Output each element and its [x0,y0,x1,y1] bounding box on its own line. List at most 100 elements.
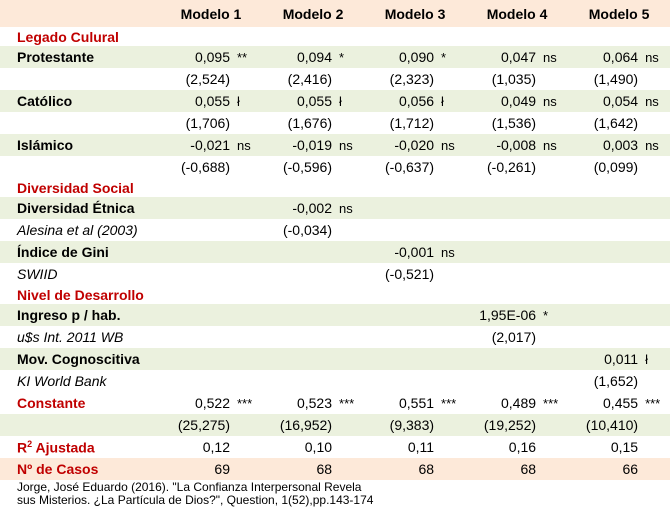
t-statistic: (-0,637) [385,159,435,175]
row-label [0,156,160,178]
t-statistic: (1,490) [593,71,639,87]
significance-marker [332,156,364,178]
coefficient [262,304,333,326]
coefficient: 0,049 [466,90,537,112]
coefficient [568,304,639,326]
row-label [0,68,160,90]
t-statistic: (1,652) [593,373,639,389]
table-row: Diversidad Social [0,178,670,197]
coefficient [160,304,230,326]
t-statistic [160,263,230,285]
significance-marker: * [434,46,467,68]
coefficient [364,304,435,326]
coefficient: 0,003 [568,134,639,156]
header-modelo-1: Modelo 1 [160,0,263,27]
row-label: Alesina et al (2003) [17,222,138,238]
significance-marker: ł [638,348,671,370]
coefficient: -0,021 [160,134,230,156]
significance-marker: ns [434,134,467,156]
significance-marker [536,112,568,134]
table-row: KI World Bank (1,652) [0,370,670,392]
row-label [0,112,160,134]
coefficient: 0,054 [568,90,639,112]
coefficient: 0,064 [568,46,639,68]
significance-marker [434,458,467,480]
significance-marker: ns [638,90,671,112]
coefficient: 68 [466,458,537,480]
significance-marker [332,304,365,326]
significance-marker [332,348,365,370]
significance-marker: *** [645,395,661,411]
table-row: Alesina et al (2003) (-0,034) [0,219,670,241]
row-label: Católico [0,90,160,112]
citation: Jorge, José Eduardo (2016). "La Confianz… [17,481,373,507]
coefficient: -0,020 [364,134,435,156]
coefficient [262,241,333,263]
significance-marker: ns [638,46,671,68]
significance-marker [434,156,466,178]
significance-marker [434,197,467,219]
coefficient: 0,551 [398,395,435,411]
coefficient: 0,523 [296,395,333,411]
t-statistic: (2,017) [491,329,537,345]
significance-marker [536,348,569,370]
significance-marker [230,414,263,436]
t-statistic [568,219,638,241]
significance-marker [638,436,670,458]
significance-marker [230,326,262,348]
t-statistic: (2,524) [185,71,230,87]
significance-marker [536,241,569,263]
t-statistic: (1,642) [593,115,639,131]
coefficient: 0,522 [194,395,230,411]
significance-marker [536,156,568,178]
significance-marker: ns [434,241,467,263]
significance-marker: ns [230,134,263,156]
t-statistic: (-0,261) [487,159,537,175]
significance-marker: ns [536,46,569,68]
significance-marker: ** [230,46,263,68]
coefficient: 0,090 [364,46,435,68]
row-label: u$s Int. 2011 WB [17,329,124,345]
row-label: Protestante [0,46,160,68]
significance-marker [230,156,262,178]
coefficient: 0,489 [501,395,537,411]
significance-marker [536,414,569,436]
significance-marker: ł [230,90,263,112]
coefficient: 0,047 [466,46,537,68]
significance-marker [434,436,466,458]
significance-marker: ns [332,197,365,219]
coefficient: -0,002 [262,197,333,219]
coefficient: 0,16 [508,439,537,455]
significance-marker [536,326,568,348]
coefficient [568,197,639,219]
table-row: Diversidad Étnica -0,002 ns [0,197,671,219]
table-row: Islámico -0,021 ns -0,019 ns -0,020 ns -0,008 ns… [0,134,671,156]
significance-marker [332,263,364,285]
table-row: Protestante 0,095 ** 0,094 * 0,090 * 0,047 ns 0,0… [0,46,671,68]
coefficient: 66 [568,458,639,480]
header-modelo-3: Modelo 3 [364,0,467,27]
significance-marker [230,304,263,326]
section-heading: Diversidad Social [17,179,134,196]
significance-marker [536,458,569,480]
significance-marker [230,370,262,392]
header-row: Modelo 1 Modelo 2 Modelo 3 Modelo 4 Mode… [0,0,671,27]
significance-marker [638,414,671,436]
coefficient: 0,011 [568,348,639,370]
significance-marker [638,304,671,326]
row-label: KI World Bank [17,373,107,389]
significance-marker [434,414,467,436]
table-row: Católico 0,055 ł 0,055 ł 0,056 ł 0,049 ns 0,054 ns [0,90,671,112]
significance-marker [434,370,466,392]
t-statistic: (0,099) [593,159,639,175]
significance-marker [638,68,670,90]
row-label: R2 Ajustada [17,438,95,456]
t-statistic: (1,536) [491,115,537,131]
significance-marker [536,263,568,285]
significance-marker [332,370,364,392]
significance-marker [332,326,364,348]
significance-marker [536,219,568,241]
significance-marker [332,436,364,458]
row-label: Mov. Cognoscitiva [0,348,160,370]
significance-marker [638,197,671,219]
